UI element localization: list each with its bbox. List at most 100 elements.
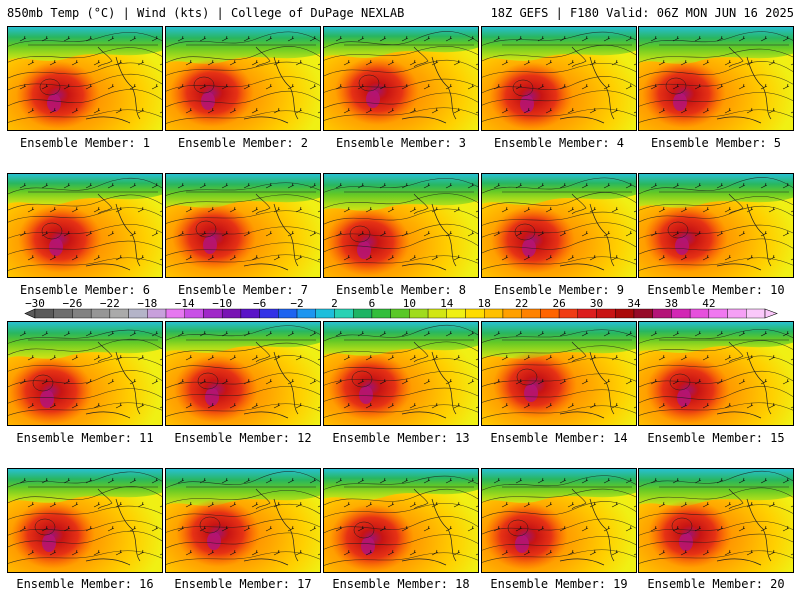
colorbar-swatch	[615, 308, 635, 319]
ensemble-member-map	[323, 173, 479, 278]
colorbar-swatch	[521, 308, 541, 319]
ensemble-member-label: Ensemble Member: 15	[647, 431, 785, 445]
ensemble-member-map	[481, 26, 637, 131]
ensemble-member-map	[481, 468, 637, 573]
colorbar-swatch	[727, 308, 747, 319]
colorbar-swatch	[334, 308, 354, 319]
ensemble-member-map	[481, 173, 637, 278]
ensemble-member-label: Ensemble Member: 9	[493, 283, 625, 297]
colorbar-swatch	[596, 308, 616, 319]
ensemble-member-label: Ensemble Member: 4	[493, 136, 625, 150]
colorbar-swatch	[147, 308, 167, 319]
ensemble-member-map	[165, 321, 321, 426]
ensemble-member-label: Ensemble Member: 17	[174, 577, 312, 591]
colorbar-swatch	[558, 308, 579, 319]
colorbar-tick-label: −2	[290, 297, 303, 310]
ensemble-member-label: Ensemble Member: 10	[647, 283, 785, 297]
colorbar-swatch	[671, 308, 691, 319]
colorbar-left-arrow	[24, 308, 36, 319]
ensemble-member-map	[323, 468, 479, 573]
colorbar-swatch	[465, 308, 485, 319]
colorbar-swatch	[34, 308, 54, 319]
colorbar-swatch	[427, 308, 447, 319]
colorbar-tick-label: 26	[552, 297, 565, 310]
colorbar-tick-label: −14	[175, 297, 195, 310]
colorbar-tick-label: 14	[440, 297, 454, 310]
valid-time: 18Z GEFS | F180 Valid: 06Z MON JUN 16 20…	[490, 6, 794, 20]
colorbar-tick-label: −26	[62, 297, 82, 310]
colorbar-tick-label: 6	[369, 297, 376, 310]
colorbar-swatch	[221, 308, 242, 319]
temperature-colorbar: −30 −26 −22 −18 −14 −10 −6 −2 2 6 10 14 18 22 26 30 34 38…	[24, 297, 778, 319]
ensemble-member-map	[7, 26, 163, 131]
ensemble-member-map	[165, 26, 321, 131]
colorbar-swatch	[708, 308, 728, 319]
colorbar-swatch	[689, 308, 710, 319]
ensemble-member-label: Ensemble Member: 3	[335, 136, 467, 150]
colorbar-right-arrow	[764, 308, 778, 319]
ensemble-member-map	[638, 26, 794, 131]
colorbar-tick-label: 18	[478, 297, 491, 310]
colorbar-swatch	[502, 308, 522, 319]
colorbar-swatch	[184, 308, 204, 319]
colorbar-tick-label: 10	[403, 297, 416, 310]
colorbar-swatch	[390, 308, 410, 319]
ensemble-member-label: Ensemble Member: 12	[174, 431, 312, 445]
colorbar-swatch	[240, 308, 260, 319]
colorbar-tick-label: −22	[100, 297, 120, 310]
colorbar-swatch	[577, 308, 597, 319]
ensemble-member-map	[165, 173, 321, 278]
colorbar-swatch	[259, 308, 279, 319]
colorbar-swatch	[165, 308, 185, 319]
colorbar-swatch	[409, 308, 429, 319]
colorbar-swatch	[72, 308, 92, 319]
ensemble-member-map	[481, 321, 637, 426]
ensemble-member-map	[638, 468, 794, 573]
colorbar-swatch	[109, 308, 129, 319]
colorbar-swatch	[484, 308, 504, 319]
ensemble-member-label: Ensemble Member: 5	[650, 136, 782, 150]
colorbar-swatch	[371, 308, 391, 319]
ensemble-member-map	[165, 468, 321, 573]
ensemble-member-map	[638, 173, 794, 278]
colorbar-tick-label: 34	[627, 297, 641, 310]
ensemble-member-map	[323, 321, 479, 426]
ensemble-member-map	[7, 468, 163, 573]
colorbar-swatch	[53, 308, 73, 319]
colorbar-swatch	[296, 308, 316, 319]
colorbar-swatch	[633, 308, 653, 319]
ensemble-member-label: Ensemble Member: 6	[19, 283, 151, 297]
colorbar-tick-label: 2	[331, 297, 338, 310]
colorbar-swatch	[278, 308, 298, 319]
colorbar-swatch	[540, 308, 560, 319]
ensemble-member-label: Ensemble Member: 2	[177, 136, 309, 150]
colorbar-swatch	[128, 308, 148, 319]
colorbar-swatch	[203, 308, 223, 319]
ensemble-member-label: Ensemble Member: 11	[16, 431, 154, 445]
ensemble-member-map	[638, 321, 794, 426]
ensemble-member-label: Ensemble Member: 13	[332, 431, 470, 445]
ensemble-member-label: Ensemble Member: 7	[177, 283, 309, 297]
ensemble-member-map	[7, 173, 163, 278]
colorbar-swatch	[315, 308, 335, 319]
ensemble-member-label: Ensemble Member: 8	[335, 283, 467, 297]
colorbar-tick-label: −6	[253, 297, 266, 310]
ensemble-member-label: Ensemble Member: 1	[19, 136, 151, 150]
map-title: 850mb Temp (°C) | Wind (kts) | College o…	[7, 6, 405, 20]
colorbar-tick-label: 42	[702, 297, 715, 310]
ensemble-member-map	[7, 321, 163, 426]
colorbar-swatch	[746, 308, 766, 319]
colorbar-swatch	[353, 308, 373, 319]
ensemble-member-map	[323, 26, 479, 131]
colorbar-tick-label: −30	[25, 297, 45, 310]
colorbar-tick-label: 30	[590, 297, 603, 310]
colorbar-tick-label: 38	[665, 297, 678, 310]
colorbar-tick-label: −10	[212, 297, 232, 310]
ensemble-member-label: Ensemble Member: 19	[490, 577, 628, 591]
colorbar-tick-label: 22	[515, 297, 528, 310]
colorbar-swatch	[446, 308, 466, 319]
ensemble-member-label: Ensemble Member: 16	[16, 577, 154, 591]
colorbar-tick-label: −18	[137, 297, 157, 310]
colorbar-swatch	[90, 308, 111, 319]
colorbar-swatch	[652, 308, 672, 319]
